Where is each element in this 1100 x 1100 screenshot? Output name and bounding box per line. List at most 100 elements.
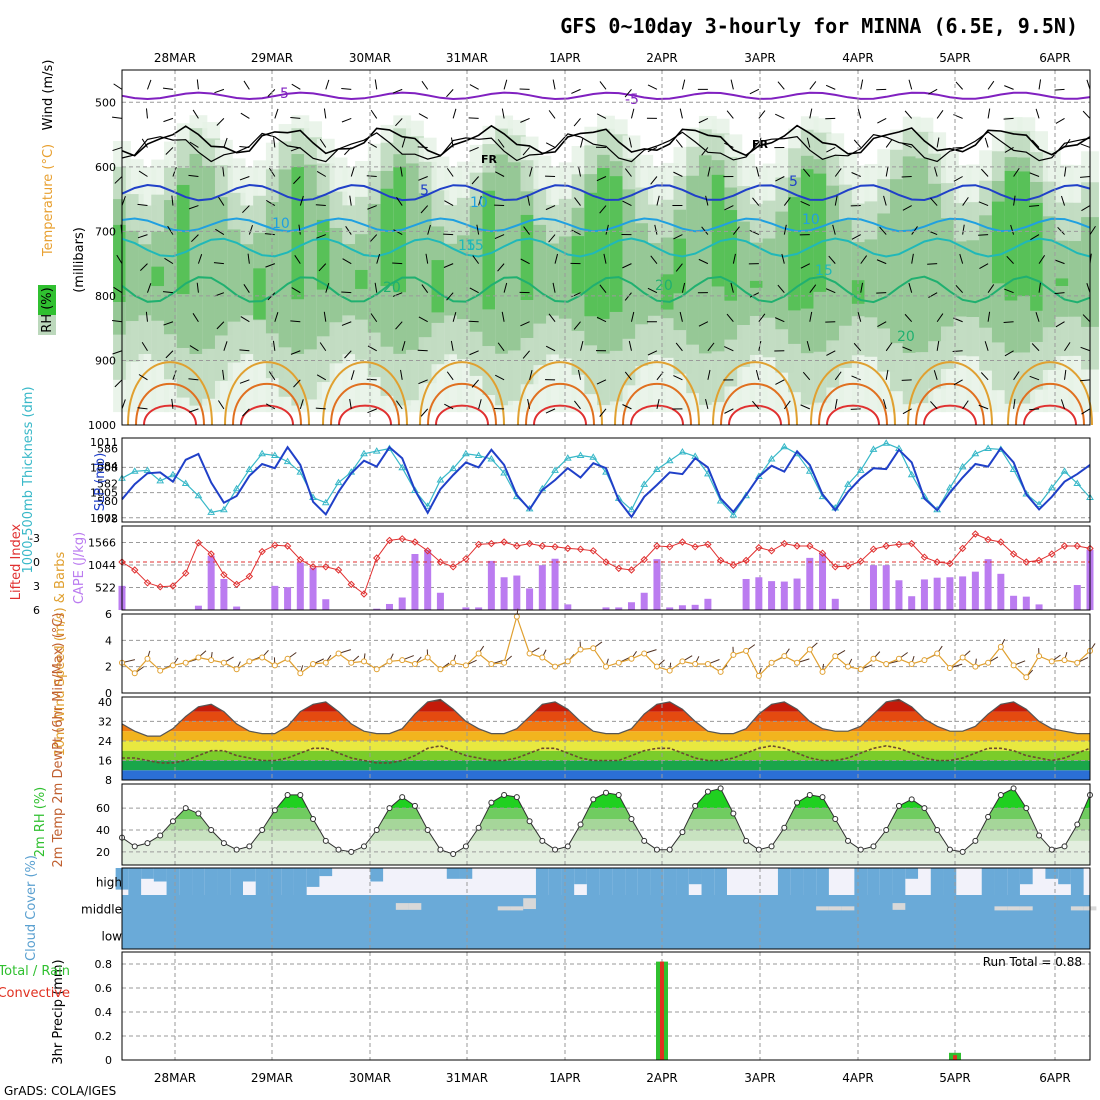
li-point [411, 538, 419, 546]
thickness-point [283, 457, 292, 465]
wind-point [450, 659, 457, 666]
wind-point [233, 666, 240, 673]
wind-barb [656, 195, 660, 206]
cloud-cell-high [854, 868, 868, 895]
rh-point [208, 826, 215, 833]
thickness-point [729, 511, 738, 518]
wind-barb [783, 224, 787, 235]
wind-barb [112, 146, 123, 152]
date-label-top: 2APR [646, 51, 677, 65]
wind-barb [421, 80, 429, 90]
wind-barbs-upper [112, 79, 1096, 417]
thickness-tick-label: 584 [97, 460, 118, 473]
cloud-cell-gap [1007, 906, 1020, 911]
contour-label: 15 [815, 263, 833, 279]
cape-bar [997, 573, 1005, 610]
cloud-cell-high [1070, 868, 1084, 895]
wind-barb [987, 108, 991, 119]
cape-bar [398, 597, 406, 610]
wind-barb [376, 253, 381, 264]
wind-point [1074, 659, 1081, 666]
thickness-point [882, 439, 891, 446]
wind-barb [596, 316, 607, 323]
wind-point [131, 670, 138, 677]
wind-barb [1055, 321, 1065, 328]
li-point [500, 538, 508, 546]
wind-barb [698, 321, 709, 327]
wind-barb [809, 311, 813, 322]
wind-barb [978, 404, 989, 410]
wind-barb [545, 142, 556, 148]
wind-point [806, 646, 813, 653]
wind-barb [599, 205, 607, 214]
cloud-level-label: middle [81, 903, 122, 917]
cape-bar [806, 557, 814, 610]
contour-label: FR [481, 153, 498, 166]
cloud-cell-high [446, 868, 460, 879]
wind-barb [1082, 110, 1091, 119]
li-point [742, 556, 750, 565]
wind-barb [577, 369, 582, 380]
wind-barb [679, 311, 683, 322]
wind-barb [1004, 288, 1014, 294]
wind-barb [673, 234, 683, 240]
wind-barb [315, 407, 326, 410]
contour-label: 20 [897, 329, 915, 345]
li-point [538, 542, 547, 550]
li-point [729, 561, 738, 569]
wind-barb [571, 229, 581, 236]
rh-point [1074, 821, 1081, 828]
li-point [933, 558, 941, 566]
cloud-cell-high [981, 868, 995, 895]
wind-point [1010, 662, 1017, 669]
rh-point [755, 846, 762, 853]
date-label-bottom: 30MAR [349, 1071, 391, 1085]
wind-barb [1055, 117, 1065, 124]
cloud-cell-high [867, 868, 880, 895]
rh-point [246, 843, 253, 850]
cloud-cell-high [370, 868, 384, 882]
li-point [869, 545, 878, 553]
wind-barb [732, 226, 740, 235]
cloud-cell-high [293, 868, 307, 895]
wind-barb [902, 408, 912, 415]
rh-point [997, 791, 1004, 798]
wind-point [704, 661, 711, 668]
rh-point [1023, 805, 1030, 812]
rh-point [794, 799, 801, 806]
cloud-cell-gap [841, 906, 855, 911]
wind-barb [545, 345, 556, 352]
wind-barb [138, 374, 148, 381]
li-point [806, 542, 814, 550]
li-point [589, 547, 597, 555]
date-label-bottom: 6APR [1039, 1071, 1070, 1085]
thickness-point [742, 491, 750, 499]
cloud-cell-high [319, 868, 333, 877]
wind-point [946, 664, 953, 671]
temp-tick-label: 40 [98, 696, 112, 709]
wind-point [603, 663, 609, 670]
wind-point [628, 655, 635, 662]
wind-barb [349, 398, 352, 409]
slp-ylabel: SLP (mb) [93, 453, 108, 512]
thickness-tick-label: 578 [97, 513, 118, 526]
wind-point [832, 653, 839, 660]
wind-barb [857, 311, 862, 322]
wind-barb [137, 203, 148, 207]
wind-barb [752, 400, 760, 410]
li-ylabel: Lifted Index [9, 523, 24, 600]
wind-barb [298, 224, 301, 235]
wind-barb [930, 197, 938, 206]
wind-point [615, 659, 622, 666]
wind-barb [344, 147, 352, 156]
li-point [220, 571, 228, 579]
rh-point [552, 846, 559, 853]
wind-barb [1086, 283, 1091, 293]
thickness-point [589, 453, 598, 460]
rh-point [348, 848, 355, 855]
wind-barb [319, 138, 327, 148]
li-point [207, 550, 215, 558]
wind-barb [272, 340, 276, 351]
wind-barb [444, 200, 454, 206]
